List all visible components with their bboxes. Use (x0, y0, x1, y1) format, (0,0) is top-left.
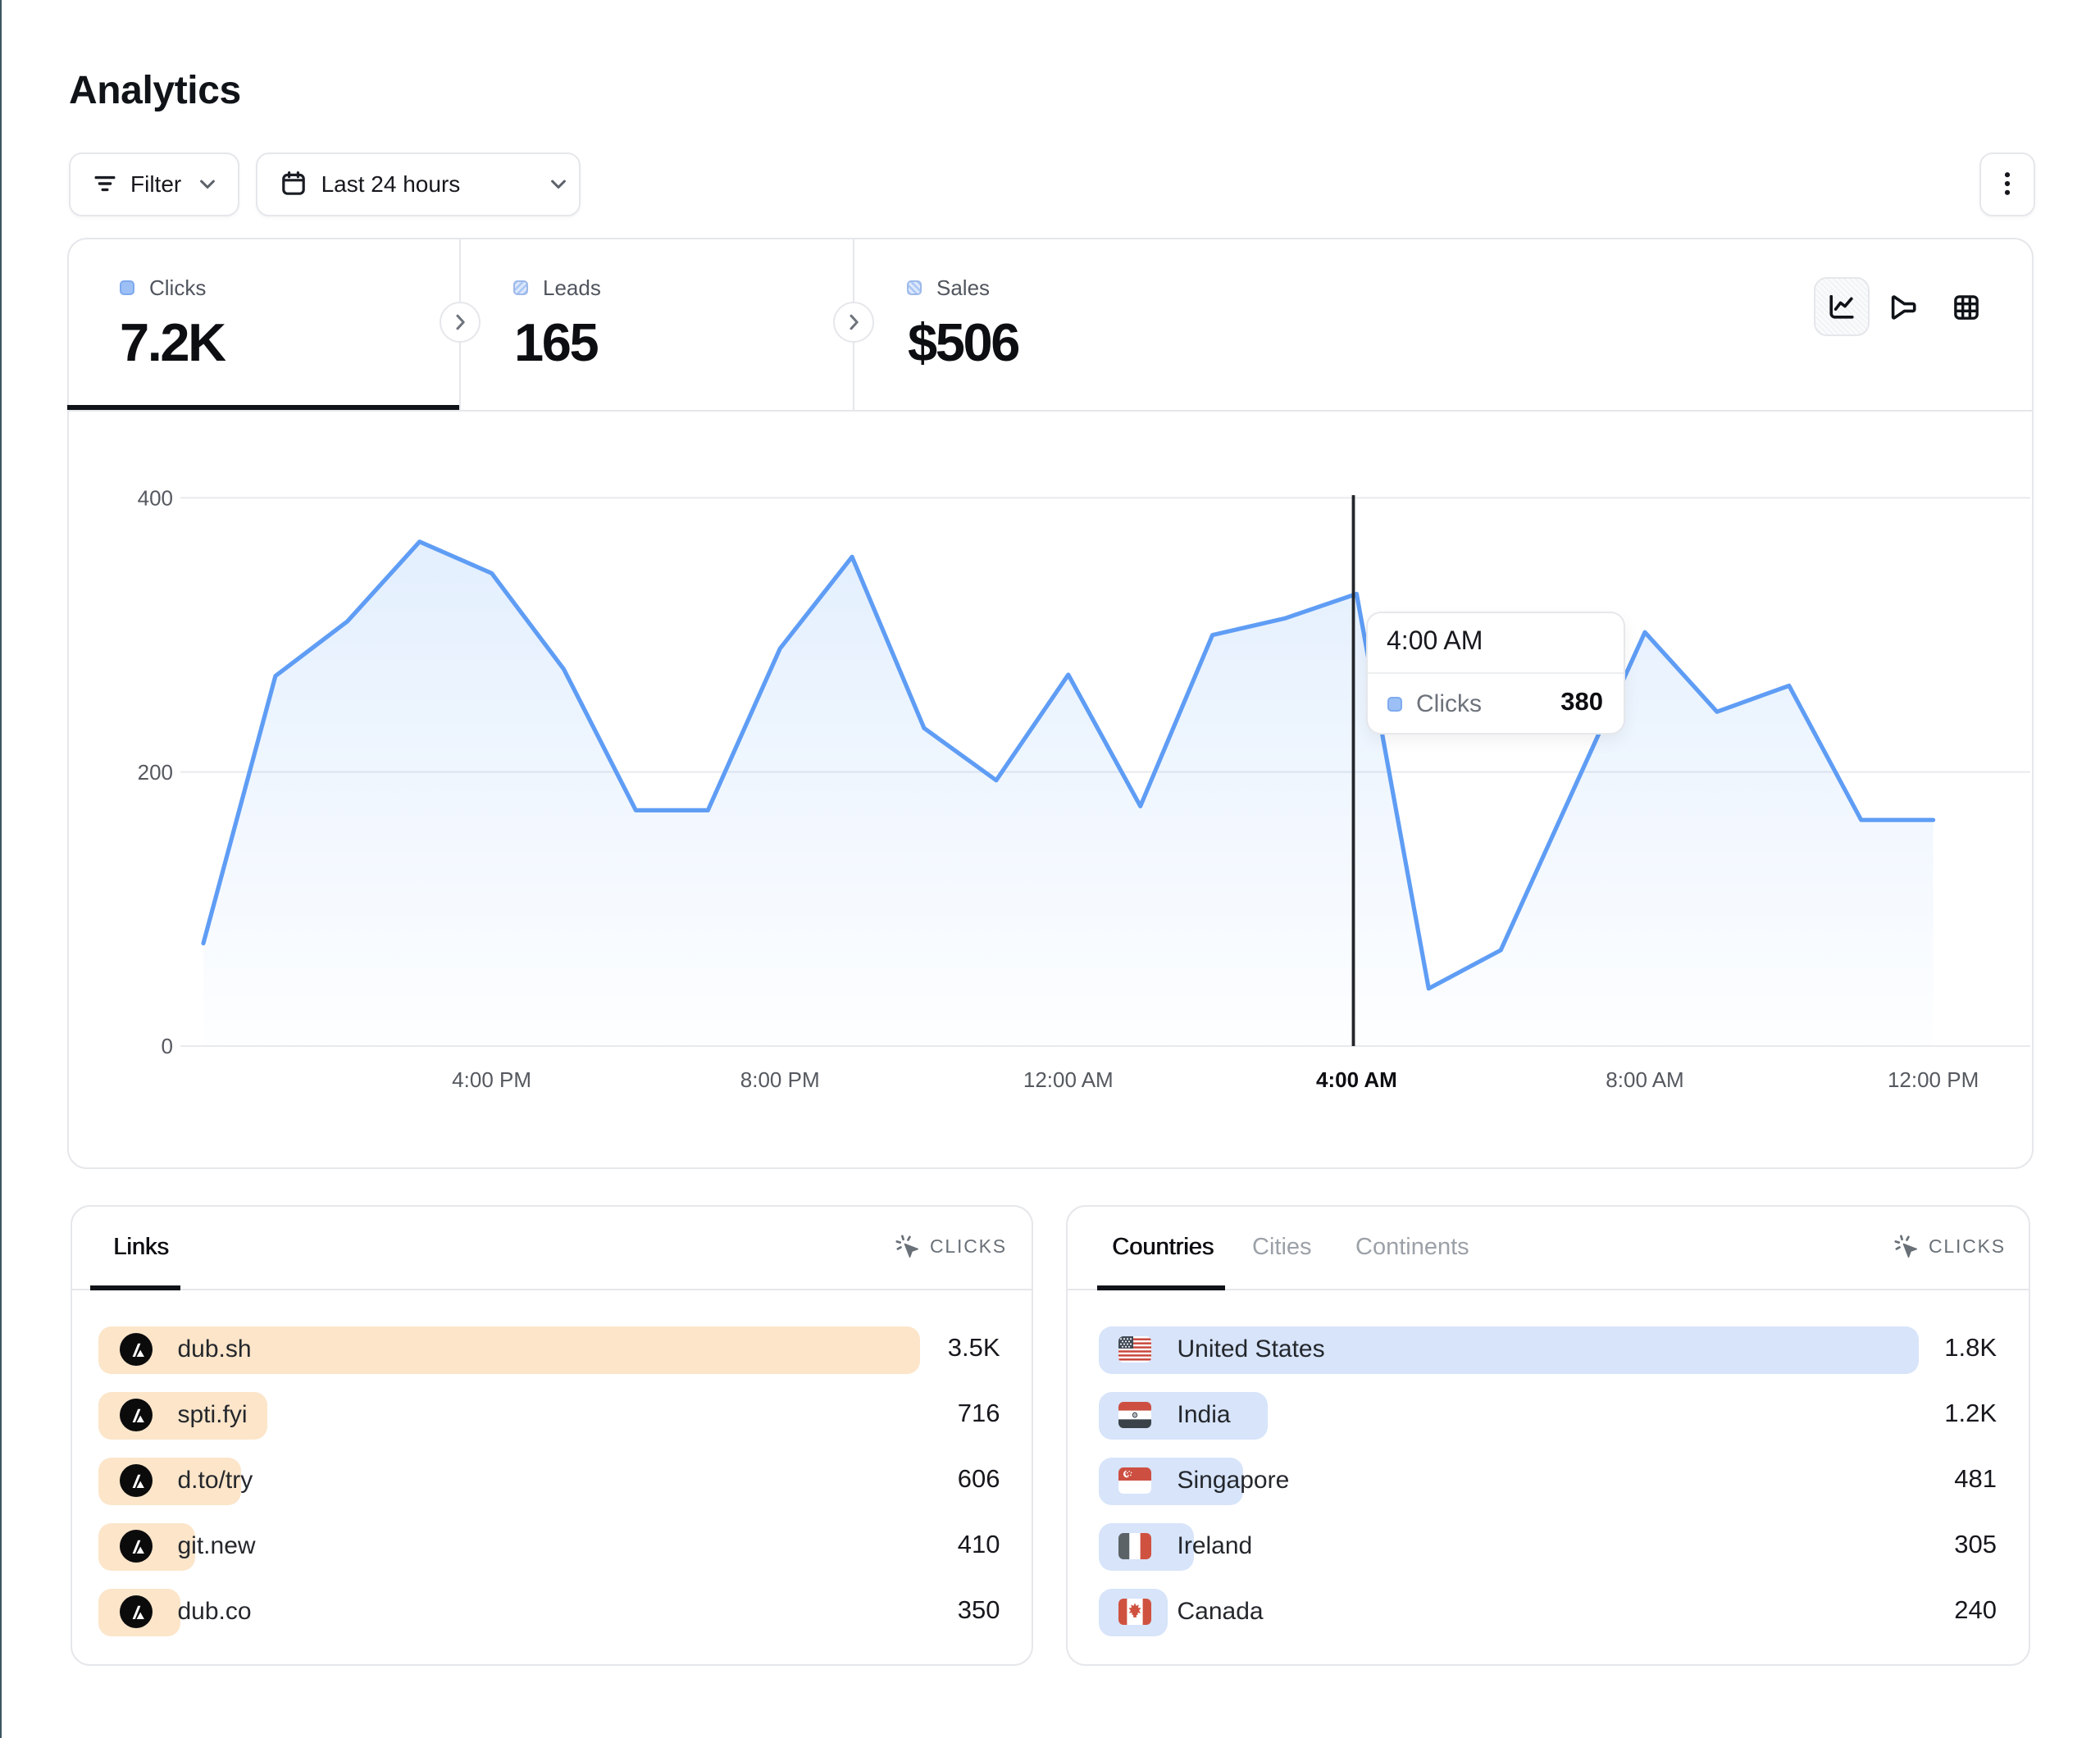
svg-text:0: 0 (162, 1034, 173, 1058)
svg-text:12:00 AM: 12:00 AM (1023, 1067, 1114, 1092)
svg-text:12:00 PM: 12:00 PM (1888, 1067, 1979, 1092)
svg-text:8:00 PM: 8:00 PM (740, 1067, 820, 1092)
svg-text:4:00 AM: 4:00 AM (1316, 1067, 1397, 1092)
svg-text:400: 400 (138, 485, 173, 510)
svg-text:4:00 PM: 4:00 PM (452, 1067, 531, 1092)
svg-text:8:00 AM: 8:00 AM (1606, 1067, 1683, 1092)
svg-text:200: 200 (138, 760, 173, 785)
